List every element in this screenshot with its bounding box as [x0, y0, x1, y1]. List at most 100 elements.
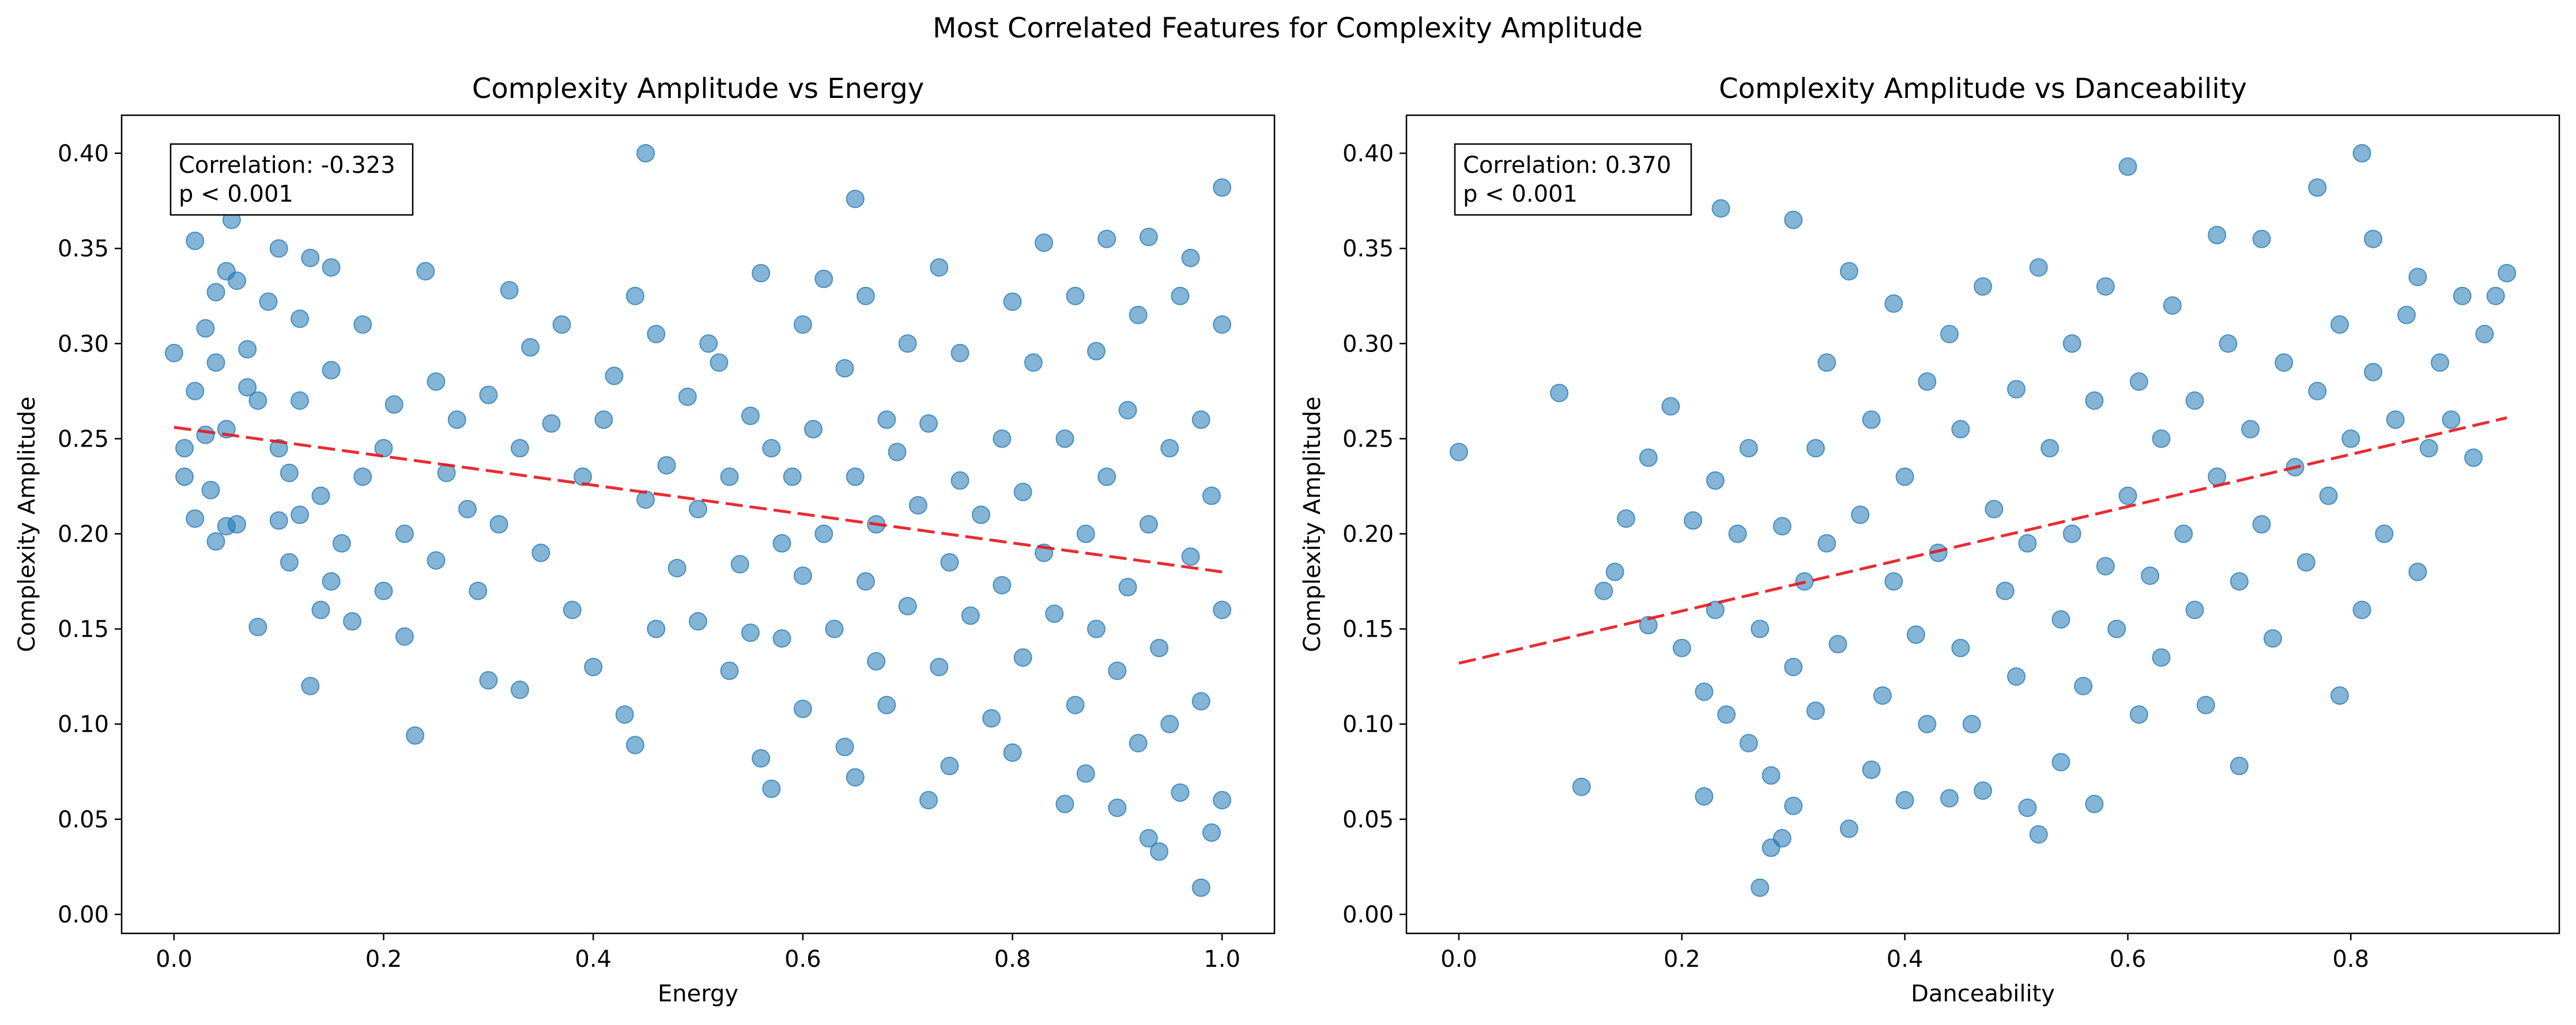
danceability-regression-line [1458, 416, 2507, 665]
energy-data-point [1150, 842, 1168, 861]
energy-panel-title: Complexity Amplitude vs Energy [472, 73, 924, 105]
energy-data-point [343, 612, 361, 631]
danceability-data-point [1728, 524, 1747, 543]
energy-data-point [856, 572, 875, 591]
energy-data-point [1171, 286, 1190, 305]
energy-data-point [1024, 353, 1043, 372]
energy-data-point [269, 239, 288, 258]
danceability-data-point [1672, 638, 1691, 657]
energy-data-point [689, 500, 707, 519]
danceability-data-point [2375, 524, 2394, 543]
energy-data-point [1139, 829, 1158, 848]
energy-data-point [1118, 578, 1137, 596]
energy-data-point [898, 597, 917, 615]
energy-data-point [510, 680, 529, 699]
danceability-data-point [2196, 695, 2215, 714]
danceability-data-point [1951, 638, 1970, 657]
energy-data-point [720, 661, 739, 680]
danceability-y-tick-label: 0.30 [1342, 331, 1394, 357]
danceability-data-point [2085, 391, 2104, 410]
energy-data-point [951, 343, 970, 362]
energy-data-point [783, 467, 802, 486]
danceability-data-point [1594, 581, 1613, 600]
energy-x-tick-label: 0.0 [156, 946, 193, 973]
danceability-data-point [1985, 500, 2004, 519]
danceability-data-point [2453, 286, 2472, 305]
danceability-data-point [1695, 787, 1714, 806]
energy-x-tick-label: 0.4 [575, 946, 612, 973]
danceability-data-point [2152, 429, 2171, 448]
energy-data-point [1213, 791, 1232, 810]
energy-data-point [196, 319, 215, 338]
energy-data-point [574, 467, 592, 486]
energy-data-point [814, 270, 833, 288]
danceability-data-point [2341, 429, 2360, 448]
danceability-data-point [1940, 324, 1959, 343]
energy-data-point [940, 553, 959, 572]
energy-data-point [971, 505, 990, 524]
energy-data-point [1087, 342, 1106, 361]
danceability-data-point [2252, 229, 2271, 248]
energy-data-point [741, 406, 760, 425]
energy-x-ticks: 0.0 0.2 0.4 0.6 0.8 1.0 [156, 933, 1240, 973]
energy-y-ticks: 0.00 0.05 0.10 0.15 0.20 0.25 0.30 0.35 0.40 [58, 141, 122, 928]
energy-data-point [908, 496, 927, 515]
danceability-axes-frame [1405, 114, 2560, 935]
energy-data-point [814, 524, 833, 543]
danceability-data-point [1639, 448, 1658, 467]
danceability-data-point [2018, 534, 2037, 553]
energy-data-point [752, 264, 771, 283]
energy-panel: Complexity Amplitude vs Energy 0.000.050… [14, 73, 1276, 1007]
danceability-data-point [2431, 353, 2449, 372]
danceability-y-tick-label: 0.10 [1342, 712, 1394, 738]
danceability-data-point [2296, 553, 2315, 572]
danceability-data-point [2007, 380, 2026, 399]
danceability-data-point [2062, 524, 2081, 543]
energy-data-point [993, 576, 1012, 595]
danceability-data-point [2352, 600, 2371, 619]
energy-data-point [500, 281, 519, 300]
energy-data-point [846, 467, 865, 486]
energy-data-point [689, 612, 707, 631]
danceability-data-point [1572, 777, 1591, 796]
energy-y-tick-label: 0.35 [58, 236, 109, 262]
danceability-x-tick-label: 0.4 [1887, 946, 1923, 973]
energy-data-point [406, 726, 425, 745]
energy-data-point [1171, 783, 1190, 802]
energy-data-point [930, 657, 949, 676]
danceability-y-ticks: 0.00 0.05 0.10 0.15 0.20 0.25 0.30 0.35 0.40 [1342, 141, 1406, 928]
danceability-data-point [1762, 766, 1781, 785]
energy-data-point [1066, 286, 1085, 305]
energy-data-point [584, 657, 603, 676]
danceability-data-point [2185, 600, 2204, 619]
danceability-y-tick-label: 0.40 [1342, 141, 1394, 167]
energy-data-point [291, 505, 310, 524]
energy-data-point [1003, 743, 1022, 762]
danceability-data-point [1784, 657, 1803, 676]
energy-y-tick-label: 0.10 [58, 712, 109, 738]
danceability-data-point [1661, 397, 1680, 416]
energy-data-point [374, 581, 393, 600]
energy-data-point [1097, 229, 1117, 248]
danceability-data-point [1884, 294, 1903, 313]
energy-data-point [1013, 648, 1032, 667]
energy-data-point [332, 534, 351, 553]
energy-data-point [1160, 438, 1179, 457]
energy-data-point [248, 618, 267, 637]
danceability-data-point [1918, 714, 1937, 733]
danceability-data-point [1974, 277, 1992, 296]
danceability-data-point [1711, 199, 1730, 218]
energy-data-point [1139, 228, 1158, 247]
energy-data-point [1118, 400, 1137, 419]
energy-data-point [301, 248, 320, 267]
danceability-data-point [1739, 438, 1758, 457]
energy-data-point [752, 749, 771, 768]
energy-axes-frame [120, 114, 1276, 935]
danceability-data-point [2475, 324, 2494, 343]
danceability-data-point [1884, 572, 1903, 591]
danceability-data-point [2152, 648, 2171, 667]
danceability-data-point [2330, 315, 2349, 334]
danceability-data-point [1784, 796, 1803, 815]
energy-data-point [280, 553, 299, 572]
energy-data-point [1097, 467, 1117, 486]
